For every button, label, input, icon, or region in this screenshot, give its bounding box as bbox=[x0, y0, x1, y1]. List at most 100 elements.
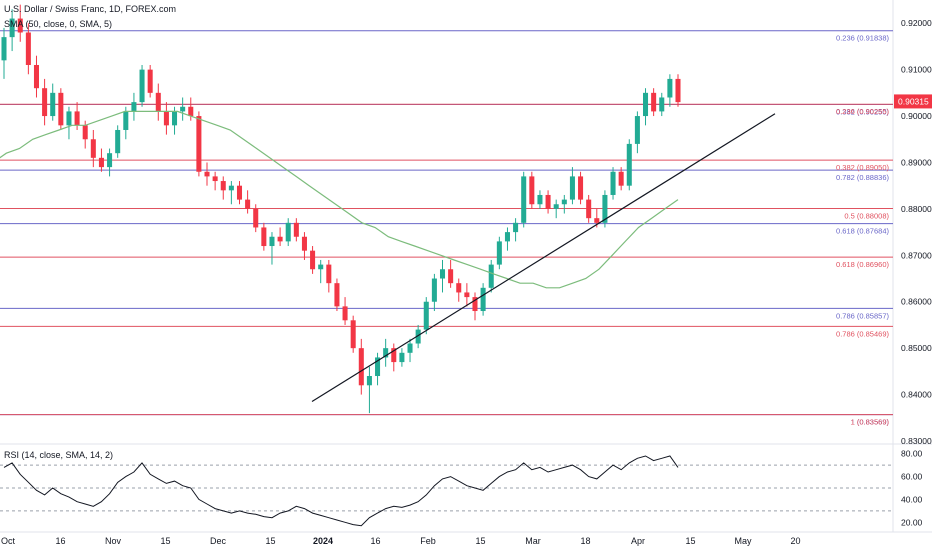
last-price-tag bbox=[894, 94, 932, 109]
candle-body bbox=[220, 181, 226, 191]
candle-body bbox=[285, 222, 291, 242]
candle-body bbox=[269, 236, 275, 247]
sma-line bbox=[0, 110, 679, 289]
candle-body bbox=[529, 176, 535, 205]
candle-body bbox=[139, 69, 145, 103]
fib-label-blue: 0.236 (0.91838) bbox=[836, 34, 889, 43]
price-tick-label: 0.87000 bbox=[901, 250, 932, 260]
candle-body bbox=[277, 236, 283, 242]
candle-body bbox=[17, 18, 23, 33]
candle-body bbox=[643, 92, 649, 117]
fib-label-red: 0.5 (0.88008) bbox=[844, 212, 889, 221]
candle-body bbox=[180, 106, 186, 112]
candle-body bbox=[375, 357, 381, 377]
time-tick-label: 15 bbox=[160, 536, 170, 546]
price-tick-label: 0.83000 bbox=[901, 436, 932, 446]
candle-body bbox=[50, 92, 56, 117]
sma-indicator-label[interactable]: SMA (50, close, 0, SMA, 5) bbox=[4, 19, 113, 29]
fib-label-red: 0.786 (0.85469) bbox=[836, 329, 889, 338]
candle-body bbox=[569, 176, 575, 200]
price-tick-label: 0.85000 bbox=[901, 343, 932, 353]
time-tick-label: 16 bbox=[55, 536, 65, 546]
time-tick-label: 15 bbox=[265, 536, 275, 546]
candle-body bbox=[537, 194, 543, 205]
fib-label-blue: 0.786 (0.85857) bbox=[836, 311, 889, 320]
candle-body bbox=[480, 287, 486, 312]
candle-body bbox=[212, 176, 218, 182]
fib-label-blue: 0.382 (0.90250) bbox=[836, 107, 889, 116]
rsi-indicator-label[interactable]: RSI (14, close, SMA, 14, 2) bbox=[4, 450, 114, 460]
candle-body bbox=[42, 88, 48, 117]
candle-body bbox=[618, 171, 624, 186]
candle-body bbox=[98, 157, 104, 168]
candle-body bbox=[675, 78, 681, 103]
rsi-tick-label: 80.00 bbox=[901, 449, 923, 459]
candle-body bbox=[423, 301, 429, 330]
candle-body bbox=[131, 102, 137, 112]
candle-body bbox=[383, 348, 389, 358]
time-tick-label: Feb bbox=[420, 536, 436, 546]
time-tick-label: 16 bbox=[370, 536, 380, 546]
time-tick-label: 2024 bbox=[313, 536, 333, 546]
time-tick-label: 20 bbox=[790, 536, 800, 546]
candle-body bbox=[318, 264, 324, 270]
candle-body bbox=[334, 283, 340, 307]
rsi-tick-label: 60.00 bbox=[901, 472, 923, 482]
fib-label-red: 0.618 (0.86960) bbox=[836, 260, 889, 269]
fib-label-blue: 1 (0.83569) bbox=[851, 418, 890, 427]
candle-body bbox=[155, 92, 161, 112]
candle-body bbox=[415, 329, 421, 344]
candle-body bbox=[464, 292, 470, 298]
candle-body bbox=[253, 208, 259, 228]
rsi-line bbox=[3, 455, 679, 527]
candle-body bbox=[172, 111, 178, 126]
price-tick-label: 0.92000 bbox=[901, 18, 932, 28]
candle-body bbox=[578, 176, 584, 200]
rsi-tick-label: 20.00 bbox=[901, 517, 923, 527]
candle-body bbox=[196, 116, 202, 172]
candle-body bbox=[659, 97, 665, 112]
candle-body bbox=[236, 185, 243, 200]
candle-body bbox=[342, 306, 348, 321]
candle-body bbox=[82, 125, 88, 140]
candle-body bbox=[115, 129, 121, 154]
candle-body bbox=[561, 199, 567, 205]
candle-body bbox=[25, 32, 31, 65]
candle-body bbox=[488, 264, 494, 288]
candle-body bbox=[431, 278, 437, 302]
candle-body bbox=[391, 348, 397, 363]
candle-body bbox=[456, 283, 462, 293]
candle-body bbox=[9, 18, 15, 38]
candle-body bbox=[74, 111, 80, 126]
fib-label-red: 1 (0.83569) bbox=[851, 418, 890, 427]
candle-body bbox=[228, 185, 234, 191]
time-tick-label: Mar bbox=[525, 536, 541, 546]
candle-body bbox=[350, 320, 356, 349]
time-tick-label: 15 bbox=[685, 536, 695, 546]
candle-body bbox=[496, 241, 502, 265]
price-tick-label: 0.84000 bbox=[901, 390, 932, 400]
candle-body bbox=[667, 78, 673, 98]
candle-body bbox=[610, 171, 616, 195]
candle-body bbox=[634, 116, 640, 144]
candle-body bbox=[521, 176, 527, 223]
price-tick-label: 0.88000 bbox=[901, 204, 932, 214]
candle-body bbox=[366, 376, 372, 386]
candle-body bbox=[66, 111, 72, 126]
price-tick-label: 0.91000 bbox=[901, 65, 932, 75]
candle-body bbox=[245, 199, 251, 209]
candle-body bbox=[626, 143, 632, 186]
candle-body bbox=[448, 269, 454, 284]
fib-label-red: 0.382 (0.89050) bbox=[836, 163, 889, 172]
time-tick-label: Apr bbox=[631, 536, 645, 546]
last-price-label: 0.90315 bbox=[898, 96, 929, 106]
candle-body bbox=[602, 194, 608, 223]
symbol-title[interactable]: U.S. Dollar / Swiss Franc, 1D, FOREX.com bbox=[4, 4, 177, 14]
candle-body bbox=[107, 153, 113, 168]
candle-body bbox=[545, 194, 551, 209]
time-tick-label: 15 bbox=[475, 536, 485, 546]
candle-body bbox=[293, 222, 299, 237]
fib-label-blue: 0.618 (0.87684) bbox=[836, 227, 889, 236]
